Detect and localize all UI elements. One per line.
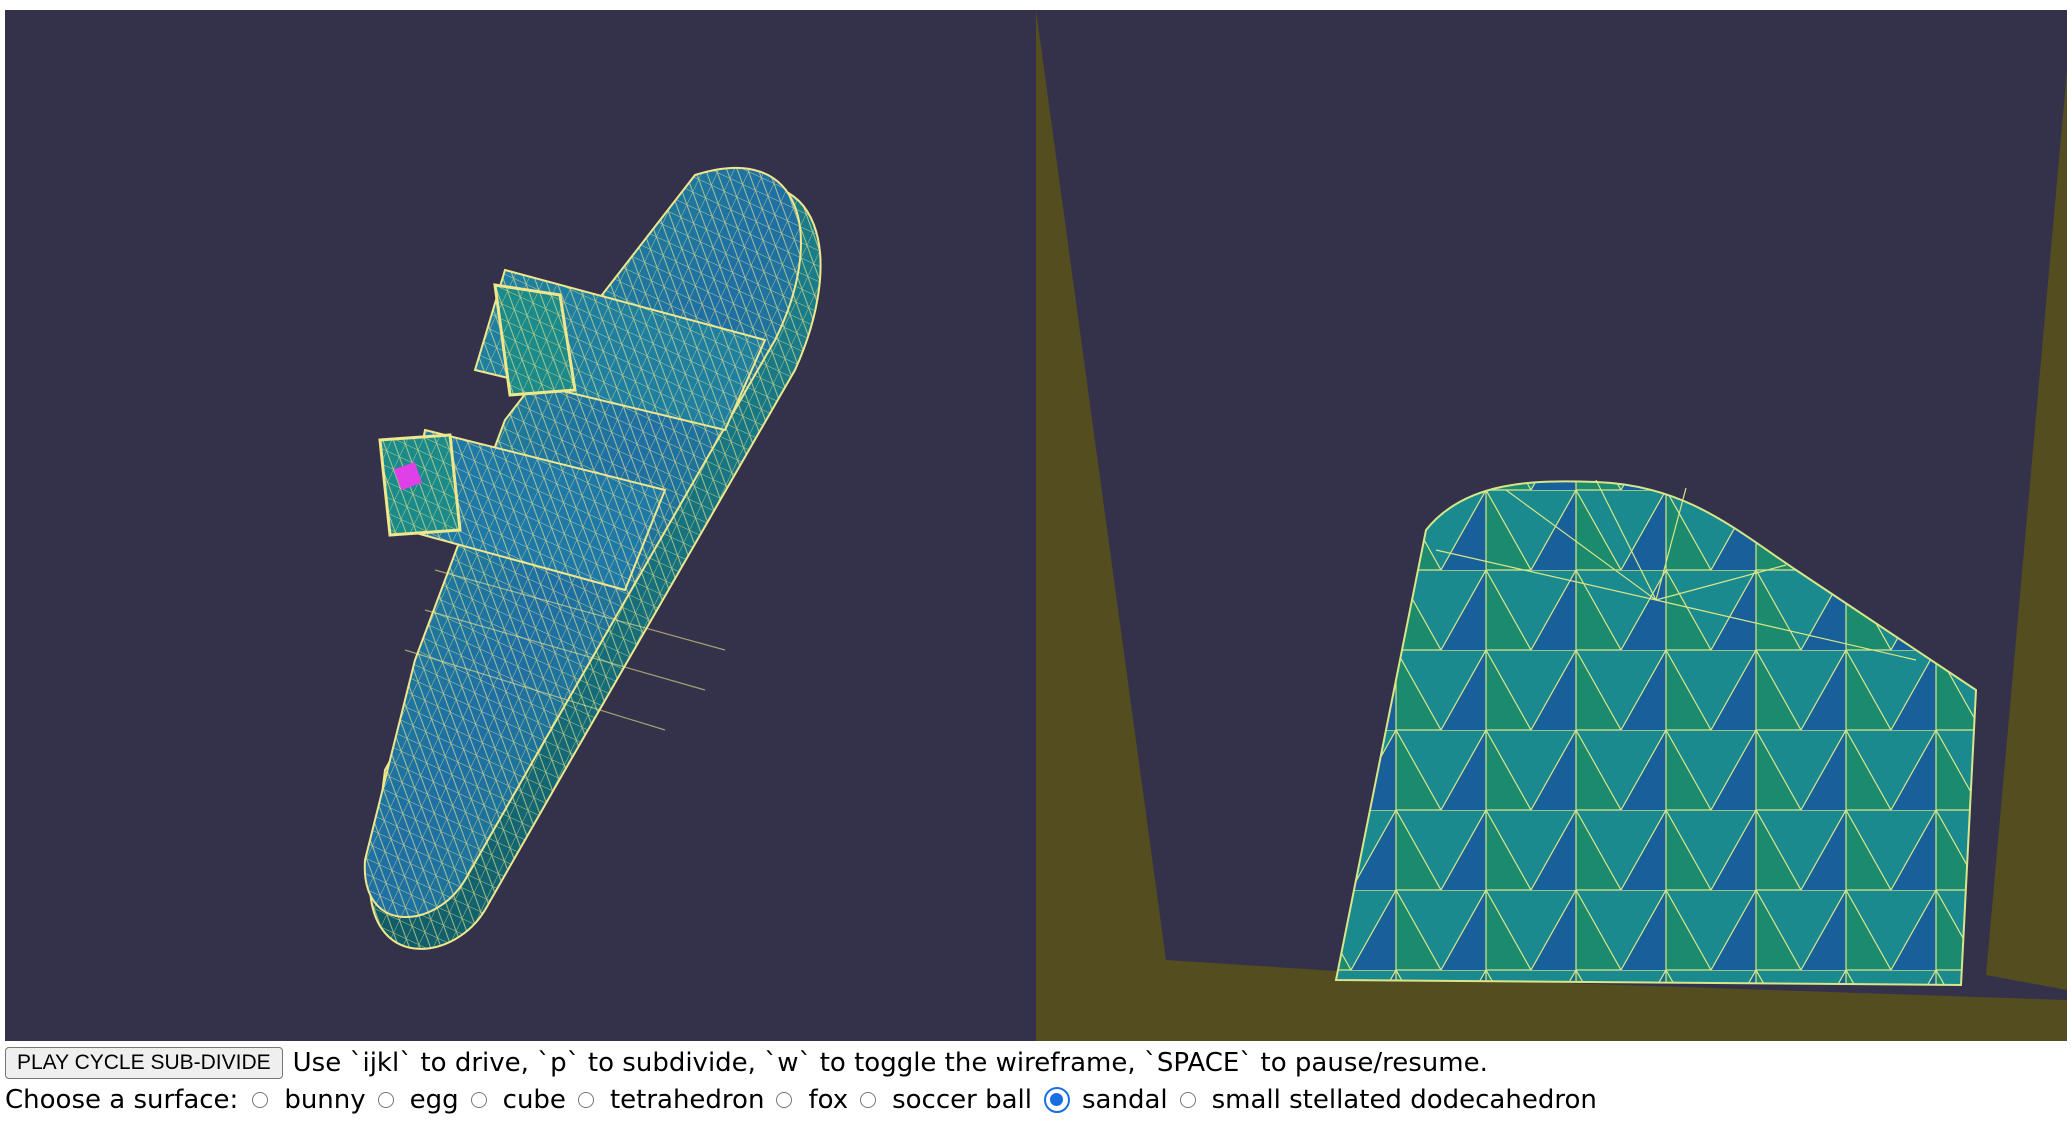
viewports: [5, 10, 2067, 1041]
ground-plane: [1036, 10, 2067, 1041]
surface-selector: Choose a surface: bunny egg cube tetrahe…: [5, 1083, 1609, 1117]
surface-option-label: bunny: [284, 1085, 366, 1115]
surface-option-tetrahedron[interactable]: tetrahedron: [577, 1085, 765, 1115]
sandal-closeup-mesh: [1334, 479, 1978, 987]
radio-tetrahedron[interactable]: [577, 1092, 594, 1108]
sandal-mesh: [363, 166, 822, 950]
surface-option-sandal[interactable]: sandal: [1043, 1085, 1168, 1115]
radio-fox[interactable]: [776, 1092, 793, 1108]
surface-option-cube[interactable]: cube: [470, 1085, 566, 1115]
surface-option-label: fox: [808, 1085, 849, 1115]
radio-bunny[interactable]: [252, 1092, 269, 1108]
surface-option-label: small stellated dodecahedron: [1211, 1085, 1597, 1115]
surface-option-label: soccer ball: [892, 1085, 1032, 1115]
surface-option-label: sandal: [1081, 1085, 1168, 1115]
surface-option-label: egg: [409, 1085, 459, 1115]
driver-marker: [393, 461, 423, 491]
surface-option-soccer-ball[interactable]: soccer ball: [860, 1085, 1032, 1115]
radio-sandal[interactable]: [1043, 1087, 1070, 1113]
controls-row-actions: PLAY CYCLE SUB-DIVIDE Use `ijkl` to driv…: [5, 1046, 1488, 1080]
radio-small-stellated-dodecahedron[interactable]: [1179, 1092, 1196, 1108]
overview-canvas: [363, 166, 822, 950]
surface-option-egg[interactable]: egg: [377, 1085, 459, 1115]
surface-option-small-stellated-dodecahedron[interactable]: small stellated dodecahedron: [1179, 1085, 1597, 1115]
radio-soccer-ball[interactable]: [860, 1092, 877, 1108]
surface-option-label: tetrahedron: [609, 1085, 765, 1115]
surface-label: Choose a surface:: [5, 1085, 239, 1115]
driver-3d-view[interactable]: [1036, 10, 2067, 1041]
surface-option-fox[interactable]: fox: [776, 1085, 848, 1115]
surface-option-bunny[interactable]: bunny: [252, 1085, 366, 1115]
radio-egg[interactable]: [377, 1092, 394, 1108]
surface-option-label: cube: [502, 1085, 566, 1115]
instructions-text: Use `ijkl` to drive, `p` to subdivide, `…: [292, 1048, 1488, 1078]
play-cycle-subdivide-button[interactable]: PLAY CYCLE SUB-DIVIDE: [5, 1047, 283, 1079]
driver-canvas: [1036, 10, 2067, 1041]
overview-3d-view[interactable]: [5, 10, 1036, 1041]
radio-cube[interactable]: [470, 1092, 487, 1108]
